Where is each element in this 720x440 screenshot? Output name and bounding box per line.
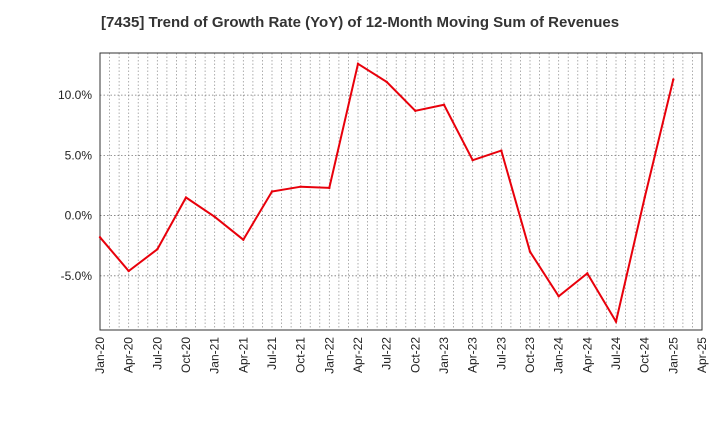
data-point bbox=[528, 250, 532, 253]
x-tick-label: Apr-23 bbox=[466, 337, 480, 373]
x-tick-label: Apr-21 bbox=[236, 337, 250, 373]
x-tick-label: Apr-22 bbox=[351, 337, 365, 373]
x-tick-label: Oct-22 bbox=[408, 337, 422, 373]
data-point bbox=[98, 236, 102, 239]
x-tick-label: Apr-20 bbox=[122, 337, 136, 373]
x-tick-label: Jul-23 bbox=[494, 337, 508, 370]
data-point bbox=[299, 185, 302, 188]
y-tick-label: 0.0% bbox=[65, 209, 93, 223]
x-tick-label: Jul-21 bbox=[265, 337, 279, 370]
x-tick-label: Apr-25 bbox=[695, 337, 709, 373]
x-tick-label: Apr-24 bbox=[580, 337, 594, 373]
data-point bbox=[414, 109, 417, 113]
data-point bbox=[500, 149, 503, 152]
y-tick-label: -5.0% bbox=[61, 269, 93, 283]
data-point bbox=[672, 78, 675, 81]
x-tick-label: Oct-24 bbox=[638, 337, 652, 373]
x-tick-label: Jan-22 bbox=[322, 337, 336, 374]
x-tick-label: Jul-24 bbox=[609, 337, 623, 370]
x-tick-label: Jan-21 bbox=[208, 337, 222, 374]
data-point bbox=[385, 80, 388, 84]
data-point bbox=[270, 190, 274, 193]
x-tick-label: Jul-20 bbox=[150, 337, 164, 370]
data-point bbox=[328, 186, 331, 190]
x-tick-label: Oct-23 bbox=[523, 337, 537, 373]
data-point bbox=[614, 320, 618, 323]
data-point bbox=[127, 269, 130, 273]
plot-frame bbox=[99, 52, 703, 331]
plot-area bbox=[100, 53, 702, 330]
x-tick-label: Jan-23 bbox=[437, 337, 451, 374]
y-tick-label: 10.0% bbox=[58, 88, 92, 102]
x-tick-label: Jan-24 bbox=[552, 337, 566, 374]
data-point bbox=[557, 295, 560, 298]
x-tick-label: Jul-22 bbox=[380, 337, 394, 370]
data-point bbox=[184, 196, 188, 199]
data-point bbox=[356, 62, 360, 66]
chart-title: [7435] Trend of Growth Rate (YoY) of 12-… bbox=[100, 14, 620, 31]
data-point bbox=[213, 215, 216, 218]
y-tick-label: 5.0% bbox=[65, 148, 93, 162]
x-tick-label: Jan-25 bbox=[666, 337, 680, 374]
data-point bbox=[442, 103, 446, 106]
data-point bbox=[242, 238, 245, 241]
data-point bbox=[643, 196, 646, 199]
x-tick-label: Oct-21 bbox=[294, 337, 308, 373]
data-point bbox=[586, 272, 589, 275]
x-tick-label: Jan-20 bbox=[93, 337, 107, 374]
x-tick-label: Oct-20 bbox=[179, 337, 193, 373]
data-point bbox=[471, 158, 474, 162]
data-point bbox=[156, 248, 159, 251]
